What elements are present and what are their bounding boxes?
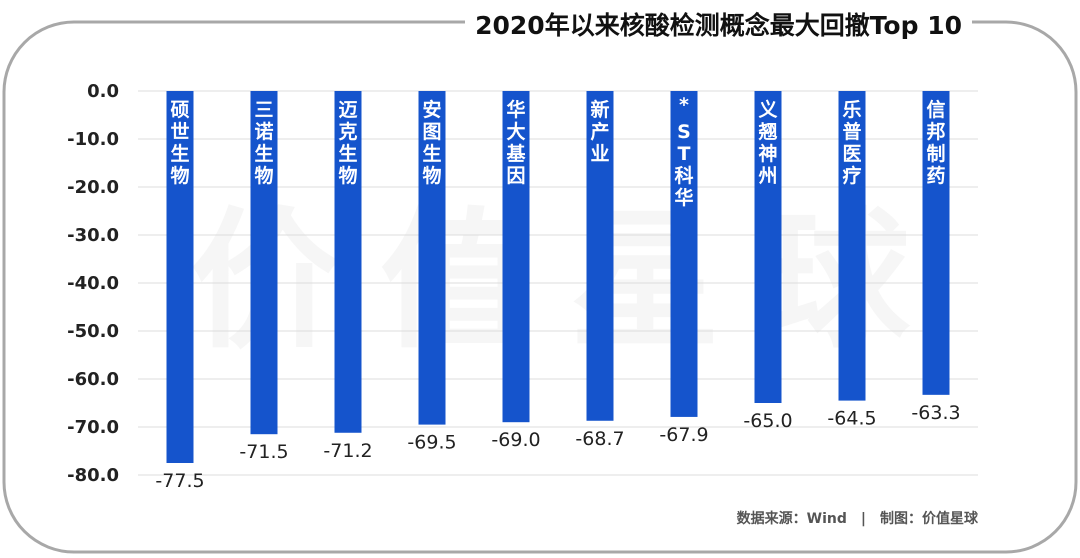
category-label-char: 基 xyxy=(505,142,526,165)
category-label-char: 华 xyxy=(674,186,693,209)
y-tick-label: -40.0 xyxy=(67,273,119,294)
category-label-char: 翘 xyxy=(757,121,777,143)
category-label: 新产业 xyxy=(590,98,609,165)
category-label-char: 神 xyxy=(758,142,777,165)
category-label-char: 华 xyxy=(506,98,525,121)
bar xyxy=(838,91,866,401)
category-label-char: 科 xyxy=(674,164,693,187)
category-label-char: 世 xyxy=(170,121,189,143)
bar xyxy=(418,91,446,425)
category-label-char: 普 xyxy=(842,120,861,143)
data-label: -71.5 xyxy=(239,441,288,463)
source-note: 数据来源：Wind | 制图：价值星球 xyxy=(737,508,978,528)
bar xyxy=(250,91,278,435)
category-label-char: 物 xyxy=(170,164,189,187)
category-label-char: 生 xyxy=(338,142,357,165)
source-text: 数据来源：Wind xyxy=(736,511,847,527)
category-label-char: 邦 xyxy=(926,120,945,143)
data-label: -69.0 xyxy=(491,429,540,451)
category-label-char: 因 xyxy=(506,165,525,187)
category-label-char: 医 xyxy=(842,143,861,165)
data-label: -77.5 xyxy=(155,470,204,492)
data-label: -65.0 xyxy=(743,410,792,432)
category-label-char: 迈 xyxy=(338,99,357,121)
category-label-char: 乐 xyxy=(842,99,861,121)
bar xyxy=(166,91,194,463)
category-label-char: S xyxy=(677,121,691,143)
category-label-char: 克 xyxy=(338,120,357,143)
category-label-char: 生 xyxy=(254,142,273,165)
category-label-char: 物 xyxy=(254,164,273,187)
data-label: -71.2 xyxy=(323,440,372,462)
category-label-char: 产 xyxy=(590,120,609,143)
category-label-char: 图 xyxy=(422,121,441,143)
category-label-char: 州 xyxy=(758,165,777,187)
y-tick-label: -30.0 xyxy=(67,225,119,246)
category-label-char: T xyxy=(678,143,691,165)
y-tick-label: 0.0 xyxy=(87,81,119,102)
category-label-char: 生 xyxy=(422,142,441,165)
separator: | xyxy=(860,511,866,527)
category-label-char: 物 xyxy=(422,164,441,187)
category-label-char: 安 xyxy=(422,98,441,121)
category-label-char: 信 xyxy=(926,98,945,121)
category-label-char: 物 xyxy=(338,164,357,187)
category-label-char: 药 xyxy=(926,164,945,187)
y-tick-label: -20.0 xyxy=(67,177,119,198)
bar xyxy=(502,91,530,423)
category-label-char: 诺 xyxy=(254,121,273,143)
category-label-char: 疗 xyxy=(842,164,861,187)
category-label-char: 生 xyxy=(170,142,189,165)
category-label-char: 大 xyxy=(506,120,525,143)
y-tick-label: -10.0 xyxy=(67,129,119,150)
bar xyxy=(754,91,782,403)
category-label-char: 制 xyxy=(926,142,945,165)
category-label-char: 三 xyxy=(254,99,273,121)
data-label: -64.5 xyxy=(827,408,876,430)
chart-title: 2020年以来核酸检测概念最大回撤Top 10 xyxy=(465,6,972,42)
credit-text: 制图：价值星球 xyxy=(880,511,978,527)
data-label: -69.5 xyxy=(407,432,456,454)
bar xyxy=(922,91,950,395)
data-label: -67.9 xyxy=(659,424,708,446)
y-tick-label: -70.0 xyxy=(67,417,119,438)
category-label-char: 业 xyxy=(590,143,609,165)
category-label-char: 义 xyxy=(758,99,777,121)
data-label: -63.3 xyxy=(911,402,960,424)
y-tick-label: -50.0 xyxy=(67,321,119,342)
y-tick-label: -80.0 xyxy=(67,465,119,486)
bar xyxy=(670,91,698,417)
category-label-char: 新 xyxy=(590,98,609,121)
y-tick-label: -60.0 xyxy=(67,369,119,390)
bar xyxy=(586,91,614,421)
bar xyxy=(334,91,362,433)
category-label-char: * xyxy=(679,94,689,116)
data-label: -68.7 xyxy=(575,428,624,450)
category-label-char: 硕 xyxy=(170,99,189,121)
